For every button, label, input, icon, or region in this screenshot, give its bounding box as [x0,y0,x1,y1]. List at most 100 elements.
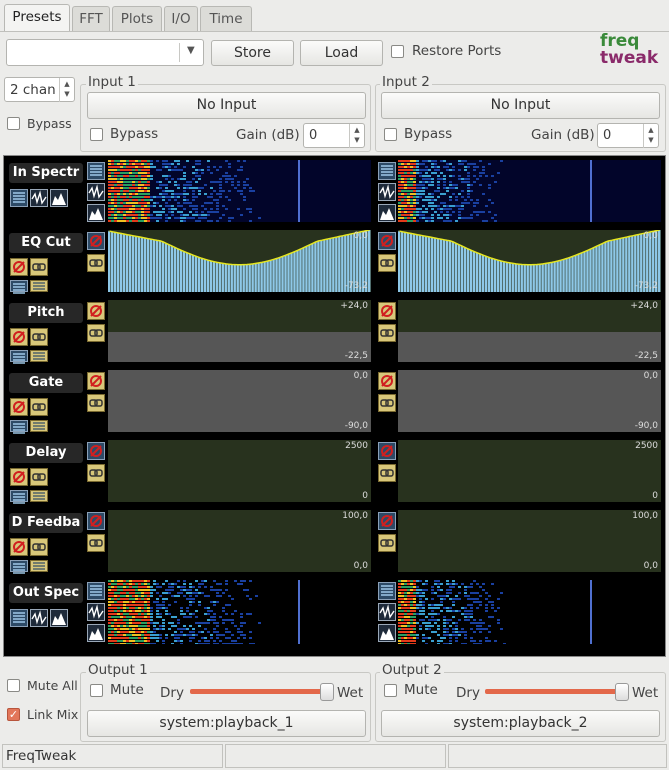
bars-icon[interactable] [10,280,28,294]
bypass-icon[interactable] [10,538,28,556]
link-icon[interactable] [87,254,105,272]
tab-time[interactable]: Time [200,6,252,32]
bars-icon[interactable] [378,162,396,180]
bypass-icon[interactable] [87,442,105,460]
load-button[interactable]: Load [300,40,383,66]
tab-presets[interactable]: Presets [4,4,70,32]
waveform-icon[interactable] [378,183,396,201]
link-mix-checkbox[interactable]: ✓ [7,708,20,721]
link-icon[interactable] [87,324,105,342]
grid-icon[interactable] [30,420,48,432]
bypass-icon[interactable] [378,302,396,320]
bars-icon[interactable] [87,582,105,600]
output-1-mix-knob[interactable] [320,683,335,701]
mute-all-checkbox[interactable] [7,679,20,692]
channels-spinner[interactable]: 2 chan ▲ ▼ [4,77,75,102]
bypass-icon[interactable] [87,232,105,250]
bars-icon[interactable] [10,560,28,574]
output-1-port-button[interactable]: system:playback_1 [87,710,366,737]
input-1-bypass-checkbox[interactable] [90,128,103,141]
peak-icon[interactable] [50,609,68,627]
link-icon[interactable] [378,324,396,342]
input-1-port-button[interactable]: No Input [87,92,366,119]
output-1-mute-checkbox[interactable] [90,684,103,697]
bypass-icon[interactable] [87,512,105,530]
spinner-arrows-icon[interactable]: ▲ ▼ [59,78,74,102]
input-2-gain-spinner[interactable]: 0 ▲ ▼ [597,123,659,148]
delay-plot-1[interactable]: 2500 0 [108,440,371,502]
link-icon[interactable] [378,254,396,272]
output-2-port-button[interactable]: system:playback_2 [381,710,660,737]
peak-icon[interactable] [87,204,105,222]
delay-feedback-plot-1[interactable]: 100,0 0,0 [108,510,371,572]
input-2-port-button[interactable]: No Input [381,92,660,119]
link-icon[interactable] [30,328,48,346]
input-2-bypass-checkbox[interactable] [384,128,397,141]
bypass-icon[interactable] [10,398,28,416]
grid-icon[interactable] [30,560,48,572]
preset-combo[interactable]: ▼ [6,39,204,66]
bypass-all-checkbox[interactable] [7,117,20,130]
tab-io[interactable]: I/O [164,6,198,32]
link-icon[interactable] [87,394,105,412]
link-icon[interactable] [378,534,396,552]
out-spectrum-plot-2[interactable] [398,580,661,644]
bypass-icon[interactable] [378,372,396,390]
bypass-icon[interactable] [87,302,105,320]
store-button[interactable]: Store [211,40,294,66]
bars-icon[interactable] [10,189,28,207]
grid-icon[interactable] [30,490,48,502]
bypass-icon[interactable] [87,372,105,390]
gate-plot-1[interactable]: 0,0 -90,0 [108,370,371,432]
link-icon[interactable] [30,398,48,416]
waveform-icon[interactable] [87,603,105,621]
gate-plot-2[interactable]: 0,0 -90,0 [398,370,661,432]
bars-icon[interactable] [378,582,396,600]
grid-icon[interactable] [30,350,48,362]
peak-icon[interactable] [50,189,68,207]
restore-ports-checkbox[interactable] [391,45,404,58]
link-icon[interactable] [30,468,48,486]
link-icon[interactable] [30,538,48,556]
bars-icon[interactable] [10,420,28,434]
link-icon[interactable] [30,258,48,276]
pitch-plot-1[interactable]: +24,0 -22,5 [108,300,371,362]
bypass-icon[interactable] [10,468,28,486]
link-icon[interactable] [378,394,396,412]
bars-icon[interactable] [10,490,28,504]
bars-icon[interactable] [10,350,28,364]
pitch-plot-2[interactable]: +24,0 -22,5 [398,300,661,362]
waveform-icon[interactable] [30,609,48,627]
delay-feedback-plot-2[interactable]: 100,0 0,0 [398,510,661,572]
peak-icon[interactable] [378,204,396,222]
waveform-icon[interactable] [87,183,105,201]
link-icon[interactable] [87,534,105,552]
chevron-down-icon[interactable]: ▼ [187,45,195,56]
bypass-icon[interactable] [10,328,28,346]
bars-icon[interactable] [10,609,28,627]
eq-cut-plot-2[interactable]: 0,0 -73,2 [398,230,661,292]
link-icon[interactable] [378,464,396,482]
in-spectrum-plot-2[interactable] [398,160,661,222]
output-2-mute-checkbox[interactable] [384,684,397,697]
bypass-icon[interactable] [378,442,396,460]
out-spectrum-plot-1[interactable] [108,580,371,644]
spinner-arrows-icon[interactable]: ▲ ▼ [643,124,658,148]
grid-icon[interactable] [30,280,48,292]
input-1-gain-spinner[interactable]: 0 ▲ ▼ [303,123,365,148]
bars-icon[interactable] [87,162,105,180]
bypass-icon[interactable] [378,512,396,530]
output-2-mix-knob[interactable] [615,683,630,701]
bypass-icon[interactable] [10,258,28,276]
delay-plot-2[interactable]: 2500 0 [398,440,661,502]
in-spectrum-plot-1[interactable] [108,160,371,222]
spinner-arrows-icon[interactable]: ▲ ▼ [349,124,364,148]
peak-icon[interactable] [87,624,105,642]
link-icon[interactable] [87,464,105,482]
output-1-mix-slider[interactable] [190,683,335,701]
bypass-icon[interactable] [378,232,396,250]
tab-plots[interactable]: Plots [112,6,162,32]
waveform-icon[interactable] [30,189,48,207]
peak-icon[interactable] [378,624,396,642]
tab-fft[interactable]: FFT [72,6,110,32]
